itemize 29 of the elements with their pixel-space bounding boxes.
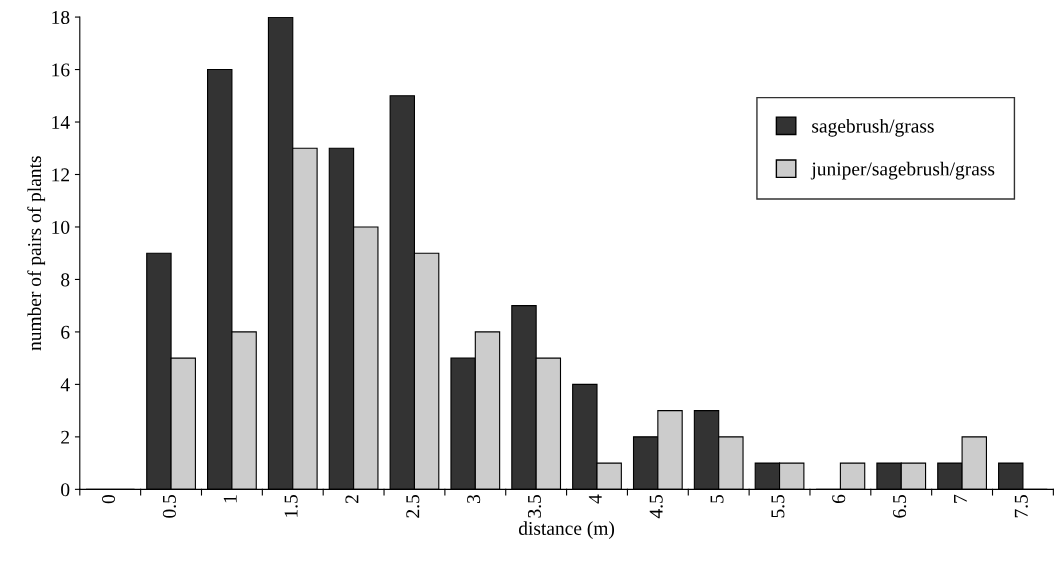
x-tick-label: 2.5 [406,494,420,518]
x-tick-label: 6.5 [893,494,907,518]
x-tick-label: 5 [710,494,724,503]
x-tick-label: 0 [101,494,116,504]
y-axis-title: number of pairs of plants [27,156,46,351]
x-tick-label: 1 [223,495,237,503]
legend-label: sagebrush/grass [812,118,934,137]
y-tick-label: 12 [52,168,70,182]
y-tick-label: 2 [61,430,70,444]
x-tick-label: 7 [954,494,967,503]
y-tick-label: 14 [52,115,70,129]
y-tick-label: 4 [60,378,70,392]
x-axis-title: distance (m) [518,521,615,539]
y-tick-label: 6 [61,325,70,339]
x-tick-label: 0.5 [162,494,177,518]
x-tick-label: 7.5 [1014,494,1028,518]
x-tick-label: 5.5 [771,494,785,518]
x-tick-label: 4 [588,494,602,504]
x-tick-label: 2 [345,495,359,504]
y-tick-label: 10 [52,220,70,234]
x-tick-label: 6 [832,494,846,504]
legend-label: juniper/sagebrush/grass [810,161,995,180]
y-tick-label: 16 [52,63,70,77]
x-tick-label: 4.5 [649,494,663,519]
x-tick-label: 3 [467,494,481,503]
y-tick-label: 8 [61,273,70,287]
y-tick-label: 18 [52,10,70,25]
x-tick-label: 3.5 [527,494,542,518]
x-tick-label: 1.5 [284,494,298,517]
